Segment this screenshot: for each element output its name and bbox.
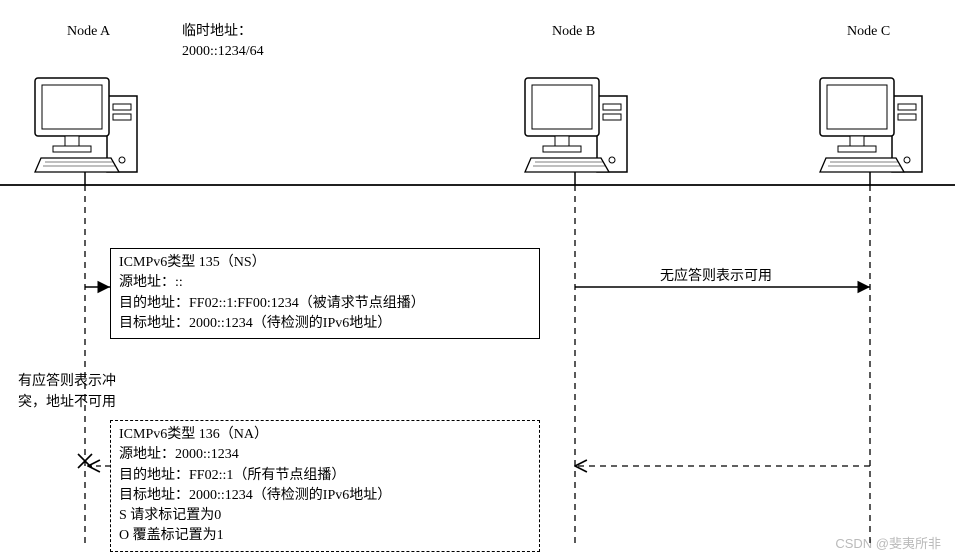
node-a-label: Node A [67, 24, 110, 40]
conflict-label: 有应答则表示冲 突，地址不可用 [18, 371, 116, 413]
ns-message-box: ICMPv6类型 135（NS） 源地址：:: 目的地址：FF02::1:FF0… [110, 248, 540, 339]
na-line-3: 目标地址：2000::1234（待检测的IPv6地址） [119, 486, 531, 506]
na-line-2: 目的地址：FF02::1（所有节点组播） [119, 466, 531, 486]
dad-sequence-diagram: Node A Node B Node C 临时地址： 2000::1234/64… [0, 0, 955, 558]
node-b-label: Node B [552, 24, 595, 40]
watermark: CSDN @斐夷所非 [835, 533, 941, 552]
na-line-4: S 请求标记置为0 [119, 506, 531, 526]
na-line-1: 源地址：2000::1234 [119, 445, 531, 465]
ns-line-1: 源地址：:: [119, 273, 531, 293]
na-line-0: ICMPv6类型 136（NA） [119, 425, 531, 445]
computer-icon [820, 78, 922, 172]
conflict-label-l2: 突，地址不可用 [18, 395, 116, 410]
cross-icon [78, 454, 92, 468]
tentative-address-value: 2000::1234/64 [182, 44, 264, 59]
na-line-5: O 覆盖标记置为1 [119, 526, 531, 546]
tentative-address: 临时地址： 2000::1234/64 [182, 22, 264, 61]
no-reply-label: 无应答则表示可用 [660, 266, 772, 287]
computer-icon [525, 78, 627, 172]
node-c-label: Node C [847, 24, 890, 40]
ns-line-0: ICMPv6类型 135（NS） [119, 253, 531, 273]
tentative-address-title: 临时地址： [182, 24, 252, 39]
ns-line-3: 目标地址：2000::1234（待检测的IPv6地址） [119, 314, 531, 334]
ns-line-2: 目的地址：FF02::1:FF00:1234（被请求节点组播） [119, 294, 531, 314]
na-message-box: ICMPv6类型 136（NA） 源地址：2000::1234 目的地址：FF0… [110, 420, 540, 552]
computer-icon [35, 78, 137, 172]
conflict-label-l1: 有应答则表示冲 [18, 374, 116, 389]
